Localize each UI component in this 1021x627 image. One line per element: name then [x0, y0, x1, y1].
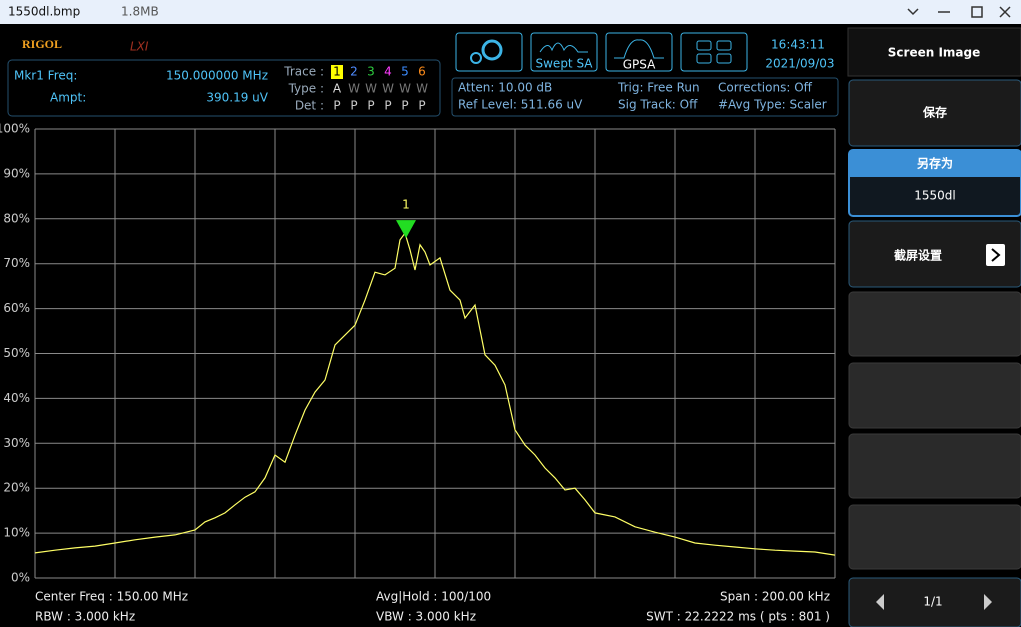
- trace-number: 5: [401, 65, 409, 79]
- settings-box: [451, 77, 839, 117]
- clock-time: 16:43:11: [771, 38, 825, 52]
- trace-det: P: [333, 99, 340, 113]
- y-tick-label: 80%: [3, 211, 30, 225]
- trace-number: 1: [333, 65, 341, 79]
- marker-triangle: [396, 220, 416, 239]
- marker-ampt-value: 390.19 uV: [206, 91, 268, 105]
- title-bar: [0, 0, 1021, 24]
- file-name: 1550dl.bmp: [8, 5, 80, 19]
- y-tick-label: 90%: [3, 166, 30, 180]
- setting: Sig Track: Off: [618, 98, 698, 112]
- footer-text: VBW : 3.000 kHz: [376, 610, 476, 624]
- empty-button: [848, 504, 1021, 570]
- footer-text: RBW : 3.000 kHz: [35, 610, 135, 624]
- menu-title: Screen Image: [888, 46, 980, 60]
- footer-text: Avg|Hold : 100/100: [376, 590, 491, 604]
- trace-det: P: [418, 99, 425, 113]
- trace-number: 2: [350, 65, 358, 79]
- gpsa-button[interactable]: [605, 32, 673, 72]
- trace-det: P: [350, 99, 357, 113]
- setting: Ref Level: 511.66 uV: [458, 98, 583, 112]
- swept-sa-button[interactable]: [530, 32, 598, 72]
- marker-ampt-label: Ampt:: [50, 91, 86, 105]
- trace-line: [34, 231, 836, 556]
- trace-type: W: [365, 82, 377, 96]
- next-page[interactable]: [984, 594, 992, 610]
- y-tick-label: 60%: [3, 301, 30, 315]
- empty-button: [848, 291, 1021, 357]
- prev-page[interactable]: [876, 594, 884, 610]
- trace-highlight: [331, 65, 343, 79]
- empty-button: [848, 433, 1021, 499]
- mode-label: Swept SA: [536, 57, 594, 71]
- gear: [470, 52, 482, 64]
- settings-icon[interactable]: [455, 32, 523, 72]
- maximize-button[interactable]: [971, 6, 983, 18]
- footer-text: Center Freq : 150.00 MHz: [35, 590, 188, 604]
- det-label: Det :: [295, 99, 324, 113]
- lxi-logo: LXI: [130, 40, 149, 54]
- y-tick-label: 50%: [3, 346, 30, 360]
- pager: [848, 577, 1021, 627]
- trace-number: 3: [367, 65, 375, 79]
- plot: 0% 10% 20% 30% 40% 50% 60% 70% 80% 90% 100% 1: [0, 122, 836, 585]
- save-as-value: 1550dl: [914, 189, 956, 203]
- setting: #Avg Type: Scaler: [718, 98, 827, 112]
- menu-title-box: [847, 27, 1021, 77]
- gear: [481, 39, 503, 61]
- marker-freq-label: Mkr1 Freq:: [14, 69, 77, 83]
- wave: [614, 39, 664, 59]
- y-tick-label: 40%: [3, 391, 30, 405]
- footer-text: SWT : 22.2222 ms ( pts : 801 ): [646, 610, 830, 624]
- trace-type: W: [348, 82, 360, 96]
- trace-det: P: [367, 99, 374, 113]
- arrow-box: [986, 244, 1005, 266]
- mode-icons: [455, 32, 748, 72]
- marker-freq-value: 150.000000 MHz: [166, 69, 268, 83]
- wave: [539, 42, 588, 53]
- trace-type: W: [382, 82, 394, 96]
- setting: Atten: 10.00 dB: [458, 81, 552, 95]
- y-tick-label: 0%: [11, 571, 30, 585]
- y-tick-label: 30%: [3, 436, 30, 450]
- type-label: Type :: [288, 82, 324, 96]
- trace-det: P: [401, 99, 408, 113]
- empty-button: [848, 362, 1021, 429]
- y-tick-label: 100%: [0, 122, 30, 136]
- y-tick-label: 10%: [3, 526, 30, 540]
- trace-type: W: [399, 82, 411, 96]
- trace-det: P: [384, 99, 391, 113]
- marker-label: 1: [402, 198, 410, 212]
- setting: Trig: Free Run: [617, 81, 700, 95]
- trace-number: 4: [384, 65, 392, 79]
- brand: RIGOL: [22, 37, 62, 51]
- trace-type: W: [416, 82, 428, 96]
- save-label: 保存: [922, 105, 947, 120]
- page-indicator: 1/1: [923, 595, 942, 609]
- setting: Corrections: Off: [718, 81, 813, 95]
- save-as-label: 另存为: [917, 156, 953, 171]
- collapse-button[interactable]: [907, 8, 919, 16]
- file-size: 1.8MB: [121, 5, 159, 19]
- save-button[interactable]: [848, 79, 1021, 147]
- layout-button[interactable]: [680, 32, 748, 72]
- mode-label: GPSA: [623, 58, 656, 72]
- trace-number: 6: [418, 65, 426, 79]
- side-menu: Screen Image 保存 另存为 1550dl 截屏设置 1/1: [847, 27, 1021, 627]
- close-button[interactable]: [999, 6, 1011, 18]
- screenshot-settings-button[interactable]: [848, 220, 1021, 288]
- footer-text: Span : 200.00 kHz: [720, 590, 830, 604]
- trace-label: Trace :: [283, 65, 324, 79]
- clock-date: 2021/09/03: [765, 57, 834, 71]
- save-as-header: [850, 151, 1020, 177]
- y-tick-label: 20%: [3, 481, 30, 495]
- y-tick-label: 70%: [3, 256, 30, 270]
- screenshot-settings-label: 截屏设置: [894, 248, 942, 263]
- arrow: [991, 248, 1001, 262]
- trace-type: A: [333, 82, 342, 96]
